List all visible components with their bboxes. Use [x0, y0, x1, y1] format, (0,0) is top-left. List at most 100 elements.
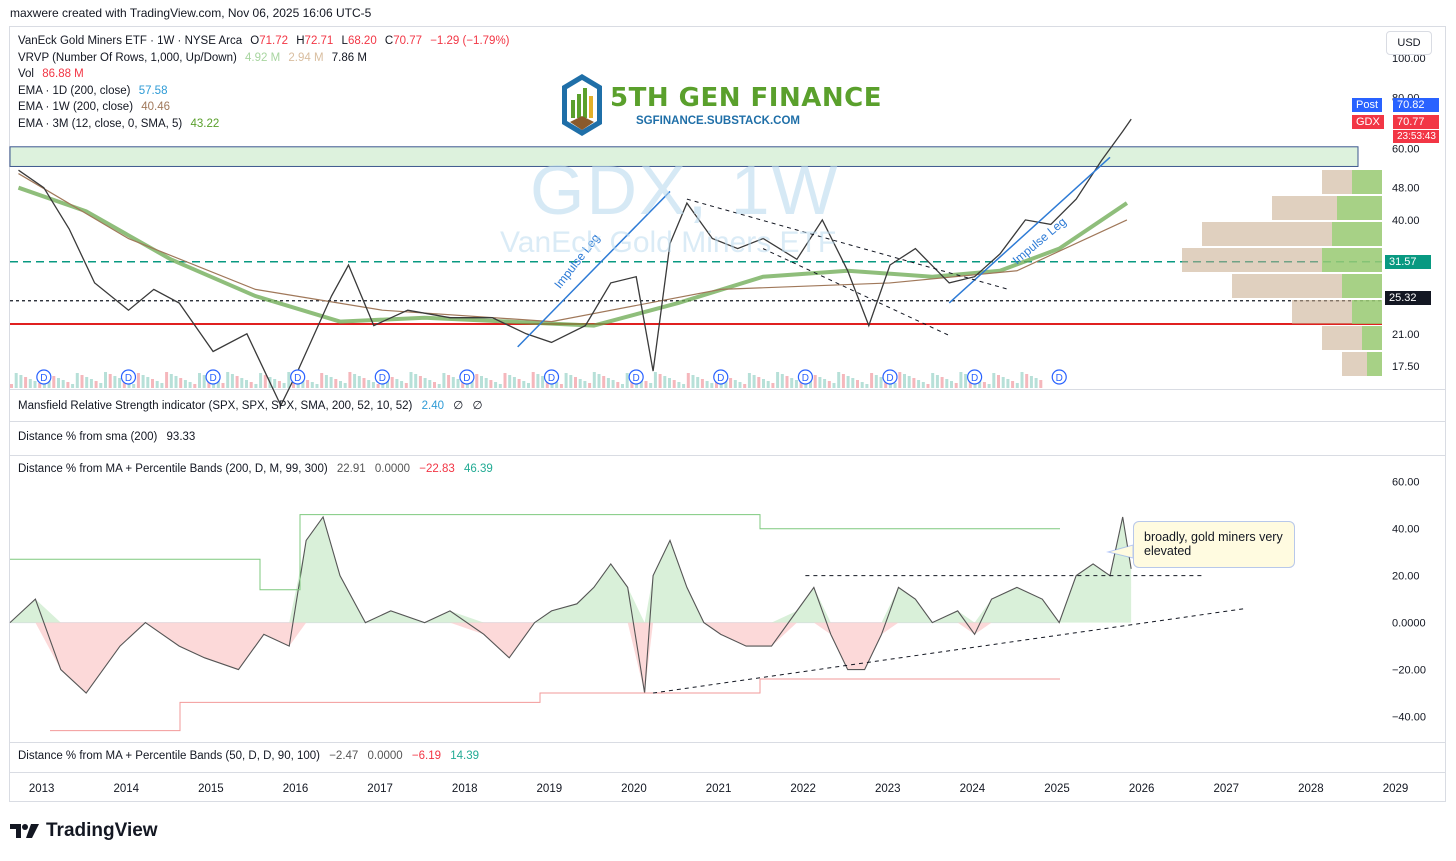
volume-bar [447, 375, 451, 388]
osc-axis-tick: −40.00 [1392, 712, 1426, 724]
volume-bar [931, 373, 935, 388]
dist-ma-pane-title[interactable]: Distance % from MA + Percentile Bands (2… [18, 463, 499, 475]
volume-bar [757, 377, 761, 388]
legend-symbol-row[interactable]: VanEck Gold Miners ETF · 1W · NYSE Arca … [18, 33, 515, 50]
vol-label: Vol [18, 68, 34, 80]
price-axis-tick: 40.00 [1392, 215, 1420, 227]
symbol-watermark: GDX, 1W [530, 151, 840, 229]
volume-bar [235, 376, 239, 388]
negative-fill [10, 622, 1132, 694]
impulse-leg-line-2 [948, 156, 1111, 304]
close-value: 70.77 [393, 35, 423, 47]
volume-bar [136, 373, 140, 388]
volume-bar [954, 383, 958, 388]
price-axis-tick: 48.00 [1392, 183, 1420, 195]
volume-bar [245, 380, 248, 388]
volume-profile-bar-up [1332, 222, 1382, 246]
volume-bar [874, 375, 878, 388]
volume-bar [141, 375, 145, 388]
volume-bar [583, 381, 587, 388]
volume-bar [160, 383, 164, 388]
dividend-marker-label: D [548, 373, 555, 384]
tradingview-logo[interactable]: TradingView [10, 820, 158, 842]
legend-vrvp-row[interactable]: VRVP (Number Of Rows, 1,000, Up/Down) 4.… [18, 50, 515, 67]
legend-vol-row[interactable]: Vol 86.88 M [18, 66, 515, 83]
volume-bar [555, 382, 559, 388]
currency-button[interactable]: USD [1386, 31, 1432, 55]
volume-bar [38, 383, 42, 388]
close-label: C [384, 35, 394, 47]
volume-bar [794, 380, 798, 388]
dist-ma-lower: −22.83 [419, 463, 455, 475]
volume-bar [959, 372, 963, 388]
volume-bar [837, 372, 841, 388]
dist-sma-pane-title[interactable]: Distance % from sma (200) 93.33 [18, 431, 201, 443]
dist-sma-title: Distance % from sma (200) [18, 431, 158, 443]
volume-bar [437, 384, 441, 388]
legend-ema2-row[interactable]: EMA · 1W (200, close) 40.46 [18, 99, 515, 116]
volume-bar [841, 374, 845, 388]
volume-bar [57, 378, 60, 388]
volume-bar [127, 382, 131, 388]
osc-axis-tick: 20.00 [1392, 571, 1420, 583]
level-tag-lower: 25.32 [1385, 291, 1431, 305]
time-axis-tick: 2029 [1383, 783, 1409, 795]
volume-bar [860, 382, 864, 388]
dist-ma2-lower: −6.19 [411, 750, 442, 762]
dividend-marker-icon [713, 369, 729, 385]
volume-bar [606, 378, 610, 388]
legend-low: L68.20 [342, 35, 377, 47]
volume-bar [24, 377, 28, 388]
volume-bar [672, 380, 676, 388]
vrvp-total-value: 7.86 M [331, 51, 367, 64]
volume-bar [639, 379, 643, 388]
volume-bar [324, 375, 328, 388]
mansfield-pane-title[interactable]: Mansfield Relative Strength indicator (S… [18, 398, 488, 412]
volume-bar [522, 381, 526, 388]
volume-bar [729, 378, 733, 388]
time-axis-tick: 2017 [367, 783, 393, 795]
brand-name: 5TH GEN FINANCE [610, 83, 882, 113]
volume-bar [531, 372, 535, 388]
volume-bar [602, 376, 606, 388]
volume-bar [132, 384, 136, 388]
volume-bar [686, 373, 690, 388]
volume-bar [827, 381, 831, 388]
price-axis-tick: 21.00 [1392, 329, 1420, 341]
volume-bar [75, 373, 79, 388]
dividend-marker-icon [797, 369, 813, 385]
volume-bar [569, 375, 573, 388]
volume-bar [165, 372, 169, 388]
callout-note[interactable]: broadly, gold miners very elevated [1133, 521, 1295, 568]
volume-bar [409, 372, 413, 388]
volume-bar [663, 376, 667, 388]
legend-ema1-row[interactable]: EMA · 1D (200, close) 57.58 [18, 83, 515, 100]
volume-bar [804, 384, 808, 388]
volume-bar [997, 375, 1000, 388]
volume-bar [475, 374, 479, 388]
dividend-marker-icon [374, 369, 390, 385]
volume-bar [456, 379, 460, 388]
volume-bar [371, 382, 375, 388]
volume-bar [188, 382, 192, 388]
dividend-marker-icon [543, 369, 560, 385]
volume-bar [118, 378, 122, 388]
legend-ema3-row[interactable]: EMA · 3M (12, close, 0, SMA, 5) 43.22 [18, 116, 515, 133]
vrvp-up-value: 4.92 M [245, 51, 281, 64]
time-axis-tick: 2013 [29, 783, 55, 795]
volume-bar [907, 376, 911, 388]
volume-bar [465, 383, 469, 388]
volume-bar [357, 376, 361, 388]
osc-trend-line [653, 608, 1246, 694]
dividend-marker-icon [967, 369, 983, 385]
dist-ma2-title: Distance % from MA + Percentile Bands (5… [18, 750, 321, 762]
dist-ma2-pane-title[interactable]: Distance % from MA + Percentile Bands (5… [18, 750, 485, 762]
post-tag-label: Post [1352, 98, 1383, 112]
time-axis-tick: 2016 [283, 783, 309, 795]
volume-bar [682, 384, 686, 388]
dividend-marker-icon [1051, 369, 1067, 385]
volume-profile-bar-up [1322, 248, 1382, 272]
volume-bar [597, 374, 601, 388]
dist-ma2-zero: 0.0000 [367, 750, 403, 762]
